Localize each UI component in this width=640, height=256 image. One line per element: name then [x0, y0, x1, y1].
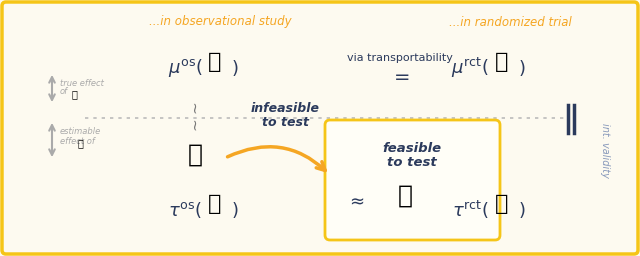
Text: 👩: 👩 — [495, 52, 509, 72]
FancyBboxPatch shape — [2, 2, 638, 254]
Text: of: of — [60, 88, 68, 97]
Text: 👩: 👩 — [208, 194, 221, 214]
Text: $=$: $=$ — [390, 66, 410, 84]
Text: $\tau^{\mathsf{rct}}($: $\tau^{\mathsf{rct}}($ — [452, 199, 488, 221]
Text: 👩: 👩 — [208, 52, 221, 72]
Text: $)$: $)$ — [518, 58, 525, 78]
Text: feasible: feasible — [383, 142, 442, 155]
Text: int. validity: int. validity — [600, 123, 610, 177]
Text: to test: to test — [262, 115, 308, 129]
Text: to test: to test — [387, 156, 437, 169]
FancyBboxPatch shape — [325, 120, 500, 240]
Text: $\mu^{\mathsf{rct}}($: $\mu^{\mathsf{rct}}($ — [451, 56, 489, 80]
Text: $\tau^{\mathsf{os}}($: $\tau^{\mathsf{os}}($ — [168, 200, 202, 220]
Text: $)$: $)$ — [231, 200, 239, 220]
Text: ...in observational study: ...in observational study — [148, 16, 291, 28]
Text: 💊: 💊 — [72, 89, 78, 99]
Text: $)$: $)$ — [518, 200, 525, 220]
Text: $\approx$: $\approx$ — [346, 191, 364, 209]
Text: 💊: 💊 — [78, 138, 84, 148]
Text: via transportability: via transportability — [347, 53, 453, 63]
Text: 👩: 👩 — [495, 194, 509, 214]
Text: ...in randomized trial: ...in randomized trial — [449, 16, 572, 28]
Text: true effect: true effect — [60, 79, 104, 88]
Text: $\sim\!\sim$: $\sim\!\sim$ — [188, 102, 202, 134]
Text: $)$: $)$ — [231, 58, 239, 78]
Text: 🔍: 🔍 — [188, 143, 202, 167]
Text: 🔍: 🔍 — [397, 184, 413, 208]
Text: infeasible: infeasible — [250, 101, 319, 114]
Text: effect of: effect of — [60, 137, 95, 146]
Text: $\mu^{\mathsf{os}}($: $\mu^{\mathsf{os}}($ — [168, 57, 202, 79]
Text: estimable: estimable — [60, 127, 101, 136]
